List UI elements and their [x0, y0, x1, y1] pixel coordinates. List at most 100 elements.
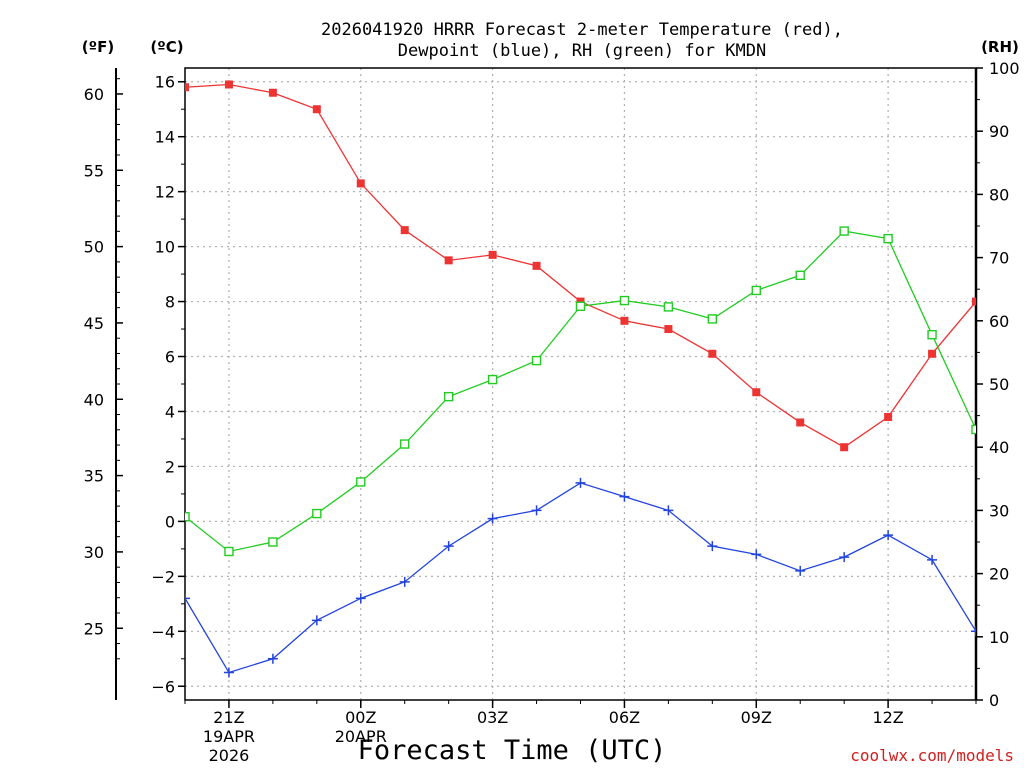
- gridlines: [185, 68, 976, 700]
- plot-frame: [184, 67, 977, 701]
- fahrenheit-tick-label: 45: [84, 314, 104, 333]
- credit-link[interactable]: coolwx.com/models: [850, 746, 1014, 765]
- rh-tick-label: 20: [989, 565, 1009, 584]
- temperature-point: [488, 250, 497, 259]
- rh-tick-label: 0: [989, 691, 999, 710]
- rh-point: [400, 439, 410, 449]
- rh-point: [707, 314, 718, 324]
- temperature-point: [708, 349, 717, 358]
- rh-point: [883, 233, 893, 244]
- temperature-point: [840, 443, 849, 452]
- temperature-point: [224, 80, 233, 89]
- dewpoint-line: [185, 482, 976, 674]
- rh-line: [185, 230, 976, 553]
- x-tick-label: 12Z: [872, 708, 903, 727]
- rh-point: [268, 537, 278, 547]
- dewpoint-point: [399, 576, 410, 587]
- temperature-point: [620, 316, 629, 325]
- rh-point: [224, 546, 234, 557]
- temperature-point: [972, 297, 976, 306]
- rh-point: [971, 424, 976, 435]
- rh-point: [619, 295, 630, 306]
- temperature-point: [268, 88, 277, 97]
- rh-point: [663, 302, 674, 312]
- dewpoint-point: [927, 554, 938, 565]
- rh-tick-label: 70: [989, 249, 1009, 268]
- x-tick-label: 00Z: [345, 708, 376, 727]
- dewpoint-point: [795, 565, 806, 576]
- celsius-tick-label: 2: [165, 457, 175, 476]
- dewpoint-point: [575, 477, 586, 488]
- dewpoint-point: [839, 552, 850, 563]
- rh-tick-label: 100: [989, 59, 1020, 78]
- temperature-point: [185, 83, 189, 92]
- fahrenheit-tick-label: 40: [84, 390, 104, 409]
- fahrenheit-tick-label: 55: [84, 161, 104, 180]
- fahrenheit-tick-label: 35: [84, 467, 104, 486]
- temperature-point: [796, 418, 805, 427]
- temperature-point: [884, 412, 893, 421]
- rh-tick-label: 50: [989, 375, 1009, 394]
- rh-point: [751, 285, 761, 296]
- dewpoint-series: [185, 477, 976, 678]
- chart-title-line2: Dewpoint (blue), RH (green) for KMDN: [398, 41, 766, 61]
- celsius-tick-label: −6: [151, 677, 175, 696]
- celsius-tick-label: 0: [165, 512, 175, 531]
- rh-series: [185, 226, 976, 557]
- temperature-point: [928, 349, 937, 358]
- dewpoint-point: [443, 541, 454, 552]
- celsius-tick-label: 8: [165, 293, 175, 312]
- unit-celsius-label: (ºC): [150, 38, 183, 56]
- dewpoint-point: [619, 491, 630, 502]
- temperature-point: [444, 256, 453, 265]
- celsius-tick-label: 6: [165, 348, 175, 367]
- rh-tick-label: 40: [989, 438, 1009, 457]
- celsius-tick-label: 14: [155, 128, 175, 147]
- celsius-tick-label: −4: [151, 622, 175, 641]
- rh-point: [839, 226, 849, 236]
- temperature-point: [664, 325, 673, 334]
- dewpoint-point: [311, 615, 322, 626]
- x-tick-label: 09Z: [741, 708, 772, 727]
- temperature-point: [312, 105, 321, 114]
- celsius-tick-label: −2: [151, 567, 175, 586]
- dewpoint-point: [267, 653, 278, 664]
- rh-point: [575, 301, 586, 311]
- series: [185, 80, 976, 678]
- temperature-series: [185, 80, 976, 452]
- dewpoint-point: [707, 541, 718, 552]
- rh-point: [795, 270, 805, 280]
- temperature-point: [752, 388, 761, 397]
- x-tick-date: 20APR: [335, 727, 387, 746]
- dewpoint-point: [223, 667, 234, 678]
- temperature-point: [400, 226, 409, 235]
- x-axis-label: Forecast Time (UTC): [358, 735, 667, 766]
- celsius-tick-label: 16: [155, 73, 175, 92]
- temperature-point: [532, 261, 541, 270]
- celsius-tick-label: 4: [165, 402, 175, 421]
- rh-tick-label: 30: [989, 501, 1009, 520]
- fahrenheit-tick-label: 30: [84, 543, 104, 562]
- axes: 1614121086420−2−4−6605550454035302510090…: [84, 59, 1020, 765]
- rh-point: [927, 330, 937, 340]
- unit-rh-label: (RH): [981, 38, 1019, 56]
- fahrenheit-tick-label: 25: [84, 619, 104, 638]
- dewpoint-point: [663, 505, 674, 516]
- rh-tick-label: 10: [989, 628, 1009, 647]
- dewpoint-point: [971, 626, 976, 637]
- chart-title-line1: 2026041920 HRRR Forecast 2-meter Tempera…: [321, 20, 843, 40]
- x-tick-date: 19APR: [203, 727, 255, 746]
- rh-point: [356, 477, 366, 487]
- rh-point: [312, 508, 322, 519]
- x-tick-label: 06Z: [609, 708, 640, 727]
- rh-point: [443, 391, 454, 402]
- celsius-tick-label: 12: [155, 183, 175, 202]
- x-tick-label: 03Z: [477, 708, 508, 727]
- rh-tick-label: 80: [989, 185, 1009, 204]
- rh-tick-label: 90: [989, 122, 1009, 141]
- fahrenheit-tick-label: 50: [84, 238, 104, 257]
- temperature-line: [185, 83, 976, 448]
- dewpoint-point: [531, 505, 542, 516]
- dewpoint-point: [185, 593, 190, 604]
- dewpoint-point: [751, 549, 762, 560]
